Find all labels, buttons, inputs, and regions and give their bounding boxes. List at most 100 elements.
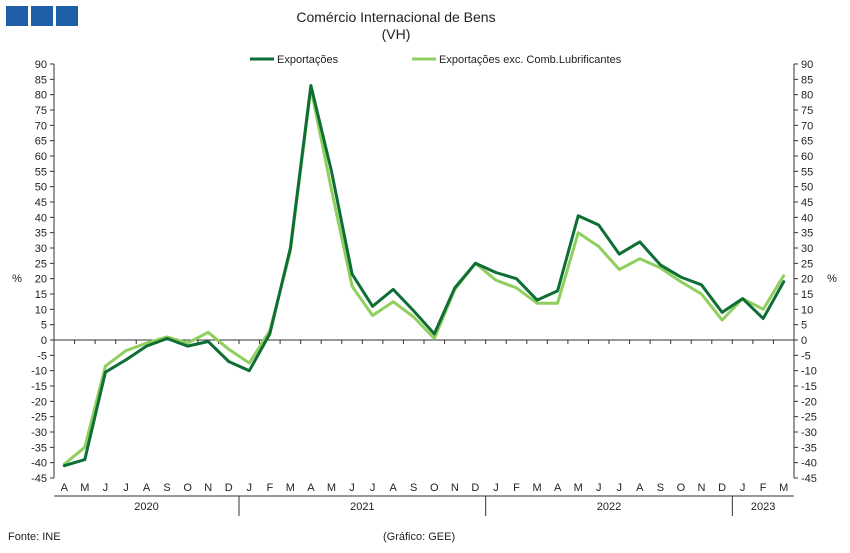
y-tick-label-right: 15	[801, 289, 813, 301]
y-tick-label-left: 25	[35, 258, 47, 270]
y-tick-label-right: 0	[801, 335, 807, 347]
y-tick-label-right: 50	[801, 182, 813, 194]
y-tick-label-right: 60	[801, 151, 813, 163]
y-tick-label-left: -40	[31, 458, 47, 470]
month-label: A	[307, 482, 315, 494]
y-tick-label-left: 80	[35, 90, 47, 102]
y-tick-label-left: 40	[35, 212, 47, 224]
y-tick-label-left: -20	[31, 396, 47, 408]
month-label: N	[204, 482, 212, 494]
month-label: M	[779, 482, 788, 494]
month-label: N	[451, 482, 459, 494]
month-label: M	[80, 482, 89, 494]
month-label: S	[410, 482, 417, 494]
month-label: A	[389, 482, 397, 494]
y-tick-label-right: -35	[801, 442, 817, 454]
y-tick-label-right: 10	[801, 304, 813, 316]
y-tick-label-left: -35	[31, 442, 47, 454]
y-tick-label-left: -15	[31, 381, 47, 393]
y-tick-label-right: -40	[801, 458, 817, 470]
y-tick-label-left: 5	[41, 320, 47, 332]
y-tick-label-left: 0	[41, 335, 47, 347]
y-tick-label-right: -5	[801, 350, 811, 362]
month-label: S	[657, 482, 664, 494]
month-label: F	[760, 482, 767, 494]
legend-entry: Exportações exc. Comb.Lubrificantes	[439, 54, 622, 66]
month-label: M	[532, 482, 541, 494]
month-label: J	[370, 482, 376, 494]
logo-square	[31, 6, 53, 26]
y-tick-label-right: 80	[801, 90, 813, 102]
y-tick-label-right: 30	[801, 243, 813, 255]
y-tick-label-right: -25	[801, 412, 817, 424]
y-tick-label-left: 10	[35, 304, 47, 316]
y-tick-label-right: 25	[801, 258, 813, 270]
month-label: D	[225, 482, 233, 494]
y-tick-label-left: 20	[35, 274, 47, 286]
y-tick-label-right: 5	[801, 320, 807, 332]
axes: -45 -45 -40 -40 -35 -35 -30 -30 -25 -25 -20 -20 -15 -…	[31, 59, 817, 516]
y-axis-label-left: %	[12, 273, 22, 285]
month-label: J	[103, 482, 109, 494]
y-tick-label-left: -45	[31, 473, 47, 485]
logo-square	[56, 6, 78, 26]
y-tick-label-right: 35	[801, 228, 813, 240]
y-tick-label-right: 90	[801, 59, 813, 71]
year-label: 2021	[350, 501, 374, 513]
y-tick-label-left: 50	[35, 182, 47, 194]
y-tick-label-left: 75	[35, 105, 47, 117]
month-label: J	[596, 482, 602, 494]
month-label: M	[286, 482, 295, 494]
y-tick-label-left: 35	[35, 228, 47, 240]
legend: Exportações Exportações exc. Comb.Lubrifi…	[250, 54, 622, 66]
y-tick-label-right: 70	[801, 120, 813, 132]
month-label: A	[554, 482, 562, 494]
month-label: J	[123, 482, 129, 494]
month-label: J	[740, 482, 746, 494]
month-label: J	[247, 482, 253, 494]
y-tick-label-right: 55	[801, 166, 813, 178]
y-tick-label-left: -10	[31, 366, 47, 378]
y-tick-label-left: 85	[35, 74, 47, 86]
month-label: F	[513, 482, 520, 494]
y-tick-label-right: 75	[801, 105, 813, 117]
y-axis-label-right: %	[827, 273, 837, 285]
year-label: 2023	[751, 501, 775, 513]
y-tick-label-right: 85	[801, 74, 813, 86]
logo-square	[6, 6, 28, 26]
y-tick-label-left: -25	[31, 412, 47, 424]
month-label: J	[349, 482, 355, 494]
y-tick-label-left: 45	[35, 197, 47, 209]
y-tick-label-right: -10	[801, 366, 817, 378]
credit-note: (Gráfico: GEE)	[383, 531, 456, 543]
y-tick-label-left: 15	[35, 289, 47, 301]
y-tick-label-left: 70	[35, 120, 47, 132]
month-label: O	[430, 482, 439, 494]
source-note: Fonte: INE	[8, 531, 61, 543]
y-tick-label-right: 20	[801, 274, 813, 286]
y-tick-label-right: 65	[801, 136, 813, 148]
year-label: 2022	[597, 501, 621, 513]
y-tick-label-right: 45	[801, 197, 813, 209]
month-label: M	[327, 482, 336, 494]
month-label: S	[163, 482, 170, 494]
month-label: F	[266, 482, 273, 494]
y-tick-label-right: 40	[801, 212, 813, 224]
y-tick-label-right: -45	[801, 473, 817, 485]
month-label: J	[617, 482, 623, 494]
chart-title: Comércio Internacional de Bens	[296, 9, 495, 25]
chart-subtitle: (VH)	[382, 26, 411, 42]
y-tick-label-left: -5	[37, 350, 47, 362]
y-tick-label-left: -30	[31, 427, 47, 439]
institution-logo	[6, 6, 78, 26]
series-lines	[62, 84, 786, 468]
month-label: A	[143, 482, 151, 494]
y-tick-label-right: -30	[801, 427, 817, 439]
month-label: D	[471, 482, 479, 494]
y-tick-label-right: -20	[801, 396, 817, 408]
month-label: A	[636, 482, 644, 494]
y-tick-label-right: -15	[801, 381, 817, 393]
y-tick-label-left: 65	[35, 136, 47, 148]
month-label: O	[183, 482, 192, 494]
